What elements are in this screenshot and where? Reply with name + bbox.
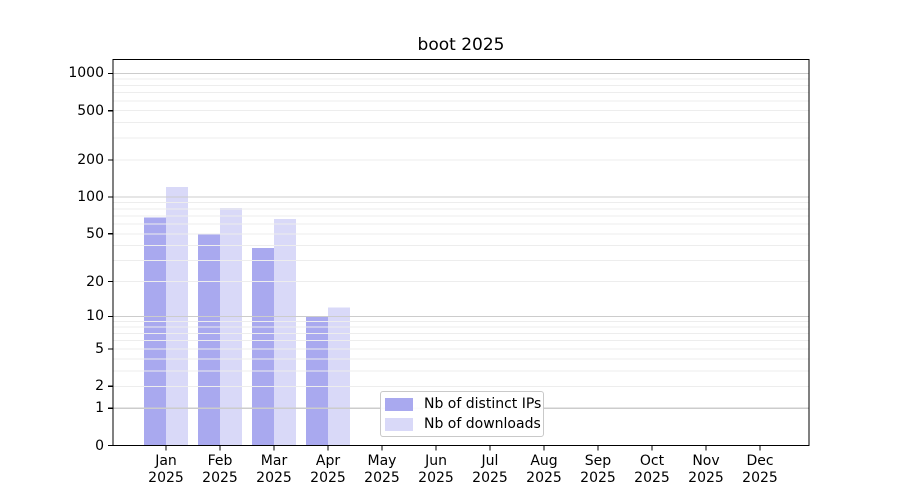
y-tick-label: 500 — [77, 102, 104, 119]
x-tick-month: May — [367, 453, 397, 469]
y-tick-label: 20 — [86, 273, 104, 290]
legend-swatch-distinct-ips — [385, 397, 413, 411]
x-tick-month: Dec — [746, 453, 774, 469]
x-tick-year: 2025 — [418, 469, 454, 486]
bar-distinct-ips — [306, 316, 328, 446]
x-tick-label: Jan 2025 — [138, 453, 194, 486]
x-tick-label: Apr 2025 — [300, 453, 356, 486]
x-tick-year: 2025 — [472, 469, 508, 486]
x-tick-label: May 2025 — [354, 453, 410, 486]
y-tick-label: 1000 — [68, 65, 104, 82]
x-tick-label: Mar 2025 — [246, 453, 302, 486]
x-tick-year: 2025 — [148, 469, 184, 486]
x-tick-year: 2025 — [742, 469, 778, 486]
x-tick-year: 2025 — [634, 469, 670, 486]
axes-frame — [112, 58, 810, 447]
x-tick-month: Nov — [692, 453, 720, 469]
legend-label-downloads: Nb of downloads — [424, 415, 541, 432]
legend: Nb of distinct IPs Nb of downloads — [380, 391, 544, 437]
legend-swatch-downloads — [385, 417, 413, 431]
x-tick-year: 2025 — [580, 469, 616, 486]
x-tick-month: Mar — [260, 453, 288, 469]
legend-label-distinct-ips: Nb of distinct IPs — [424, 395, 542, 412]
x-tick-month: Aug — [530, 453, 558, 469]
x-tick-month: Jun — [425, 453, 447, 469]
y-tick-label: 50 — [86, 225, 104, 242]
x-tick-label: Jun 2025 — [408, 453, 464, 486]
bar-distinct-ips — [252, 248, 274, 446]
x-tick-month: Feb — [207, 453, 233, 469]
x-tick-label: Jul 2025 — [462, 453, 518, 486]
x-tick-month: Apr — [315, 453, 341, 469]
x-tick-year: 2025 — [526, 469, 562, 486]
x-tick-year: 2025 — [256, 469, 292, 486]
x-tick-label: Sep 2025 — [570, 453, 626, 486]
y-tick-label: 100 — [77, 188, 104, 205]
x-tick-year: 2025 — [310, 469, 346, 486]
x-tick-month: Jan — [155, 453, 177, 469]
y-tick-label: 200 — [77, 151, 104, 168]
chart-title: boot 2025 — [417, 35, 505, 55]
x-tick-label: Feb 2025 — [192, 453, 248, 486]
x-tick-month: Sep — [584, 453, 612, 469]
x-tick-label: Nov 2025 — [678, 453, 734, 486]
y-tick-label: 5 — [95, 341, 104, 357]
x-tick-month: Jul — [481, 453, 499, 469]
y-tick-label: 0 — [95, 437, 104, 454]
bar-distinct-ips — [198, 233, 220, 446]
x-tick-year: 2025 — [688, 469, 724, 486]
x-tick-label: Dec 2025 — [732, 453, 788, 486]
x-tick-month: Oct — [639, 453, 665, 469]
bar-distinct-ips — [144, 217, 166, 446]
bar-downloads — [328, 307, 350, 446]
x-tick-label: Aug 2025 — [516, 453, 572, 486]
y-tick-label: 10 — [86, 308, 104, 325]
x-tick-year: 2025 — [202, 469, 238, 486]
x-tick-year: 2025 — [364, 469, 400, 486]
y-tick-label: 2 — [95, 378, 104, 395]
bar-downloads — [274, 219, 296, 446]
y-tick-label: 1 — [95, 400, 104, 417]
x-tick-label: Oct 2025 — [624, 453, 680, 486]
legend-row-downloads: Nb of downloads — [385, 416, 543, 433]
legend-row-distinct-ips: Nb of distinct IPs — [385, 396, 543, 413]
